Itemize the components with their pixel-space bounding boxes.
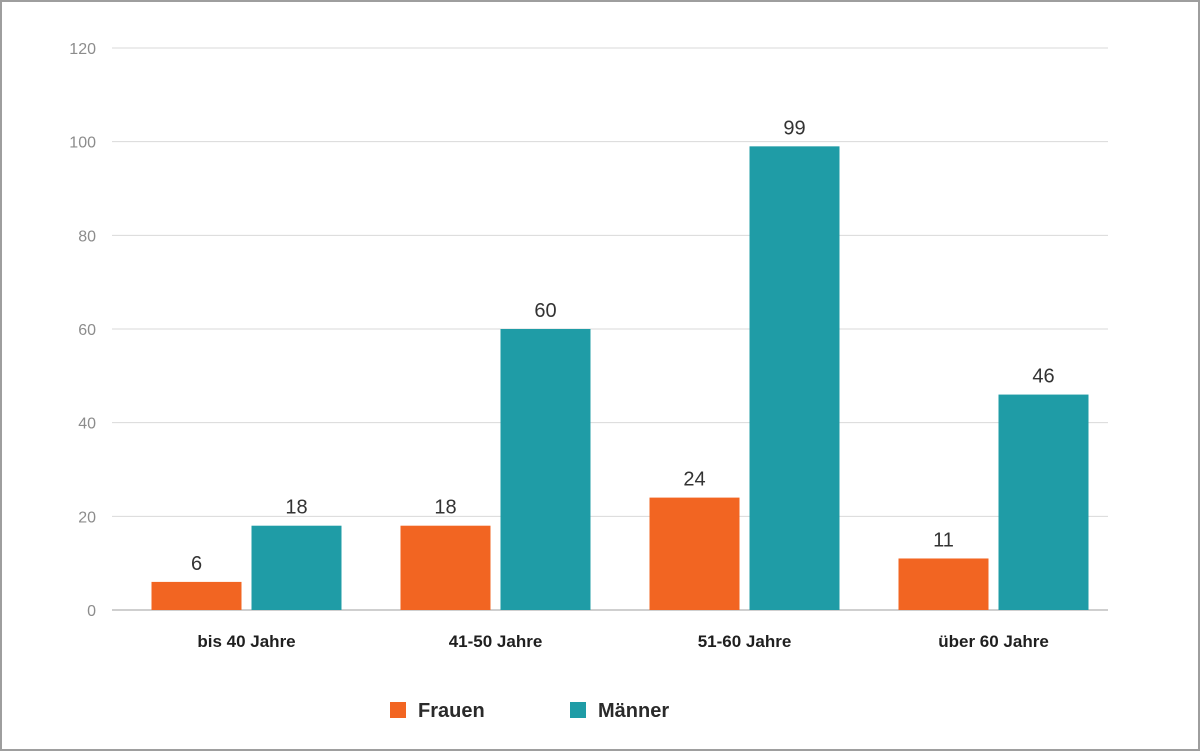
x-tick-label-2: 51-60 Jahre bbox=[698, 632, 792, 651]
y-tick-label-20: 20 bbox=[78, 509, 96, 526]
bar-frauen-2 bbox=[649, 497, 740, 610]
bar-frauen-0 bbox=[151, 581, 242, 610]
bar-männer-3 bbox=[998, 394, 1089, 610]
bar-männer-0 bbox=[251, 525, 342, 610]
data-label-männer-1: 60 bbox=[534, 300, 556, 322]
data-label-frauen-1: 18 bbox=[434, 497, 456, 519]
data-label-männer-0: 18 bbox=[285, 497, 307, 519]
data-label-frauen-2: 24 bbox=[683, 469, 705, 491]
y-tick-label-0: 0 bbox=[87, 603, 96, 620]
y-tick-label-80: 80 bbox=[78, 228, 96, 245]
x-tick-label-3: über 60 Jahre bbox=[938, 632, 1049, 651]
bar-männer-1 bbox=[500, 329, 591, 610]
bar-männer-2 bbox=[749, 146, 840, 610]
bar-frauen-1 bbox=[400, 525, 491, 610]
bar-frauen-3 bbox=[898, 558, 989, 610]
y-tick-label-120: 120 bbox=[69, 41, 96, 58]
y-tick-label-40: 40 bbox=[78, 416, 96, 433]
data-label-frauen-0: 6 bbox=[191, 553, 202, 575]
x-tick-label-0: bis 40 Jahre bbox=[197, 632, 295, 651]
data-label-männer-2: 99 bbox=[783, 117, 805, 139]
legend-label-frauen: Frauen bbox=[418, 700, 485, 722]
legend-swatch-männer bbox=[570, 702, 586, 718]
data-label-frauen-3: 11 bbox=[933, 529, 954, 551]
y-tick-label-60: 60 bbox=[78, 322, 96, 339]
data-label-männer-3: 46 bbox=[1032, 366, 1054, 388]
legend-swatch-frauen bbox=[390, 702, 406, 718]
legend-label-männer: Männer bbox=[598, 700, 669, 722]
x-tick-label-1: 41-50 Jahre bbox=[449, 632, 543, 651]
y-tick-label-100: 100 bbox=[69, 135, 96, 152]
